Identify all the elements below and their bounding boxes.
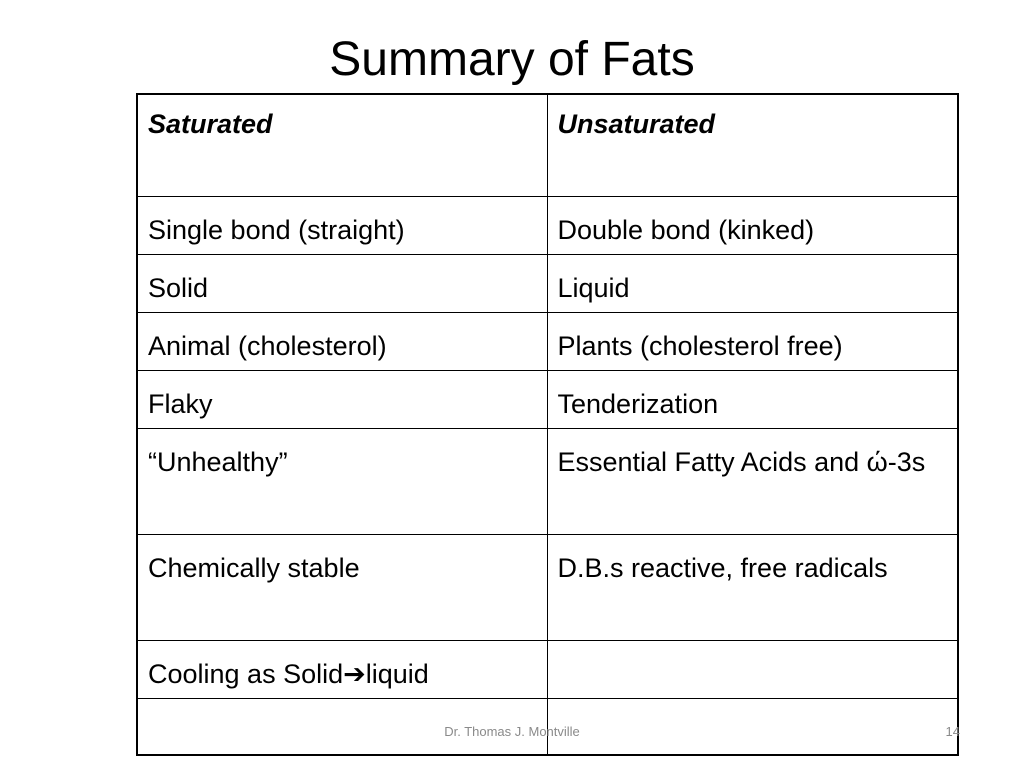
header-row: Saturated Unsaturated (136, 93, 959, 197)
table-row: Animal (cholesterol) Plants (cholesterol … (136, 311, 959, 371)
table-row: “Unhealthy” Essential Fatty Acids and ώ-3… (136, 427, 959, 535)
table-cell: Chemically stable (136, 533, 548, 641)
table-cell (546, 639, 959, 699)
page-number: 14 (945, 724, 960, 739)
empty-row (136, 697, 959, 756)
table-row: Cooling as Solid➔liquid (136, 639, 959, 699)
table-cell: Essential Fatty Acids and ώ-3s (546, 427, 959, 535)
table-cell (546, 697, 959, 756)
table-row: Solid Liquid (136, 253, 959, 313)
table-cell: Solid (136, 253, 548, 313)
table-cell: Animal (cholesterol) (136, 311, 548, 371)
table-cell: Flaky (136, 369, 548, 429)
table-cell: Tenderization (546, 369, 959, 429)
slide-title: Summary of Fats (329, 33, 695, 86)
table-cell: Double bond (kinked) (546, 195, 959, 255)
footer-author: Dr. Thomas J. Montville (444, 724, 580, 739)
summary-table: Saturated Unsaturated Single bond (straigh… (136, 93, 959, 756)
table-cell (136, 697, 548, 756)
table-row: Single bond (straight) Double bond (kinke… (136, 195, 959, 255)
table-cell: Cooling as Solid➔liquid (136, 639, 548, 699)
table-cell: Plants (cholesterol free) (546, 311, 959, 371)
table-cell: Single bond (straight) (136, 195, 548, 255)
table-cell: “Unhealthy” (136, 427, 548, 535)
header-cell: Saturated (136, 93, 548, 197)
table-cell: D.B.s reactive, free radicals (546, 533, 959, 641)
table-row: Flaky Tenderization (136, 369, 959, 429)
table-cell: Liquid (546, 253, 959, 313)
table-row: Chemically stable D.B.s reactive, free ra… (136, 533, 959, 641)
header-cell: Unsaturated (546, 93, 959, 197)
